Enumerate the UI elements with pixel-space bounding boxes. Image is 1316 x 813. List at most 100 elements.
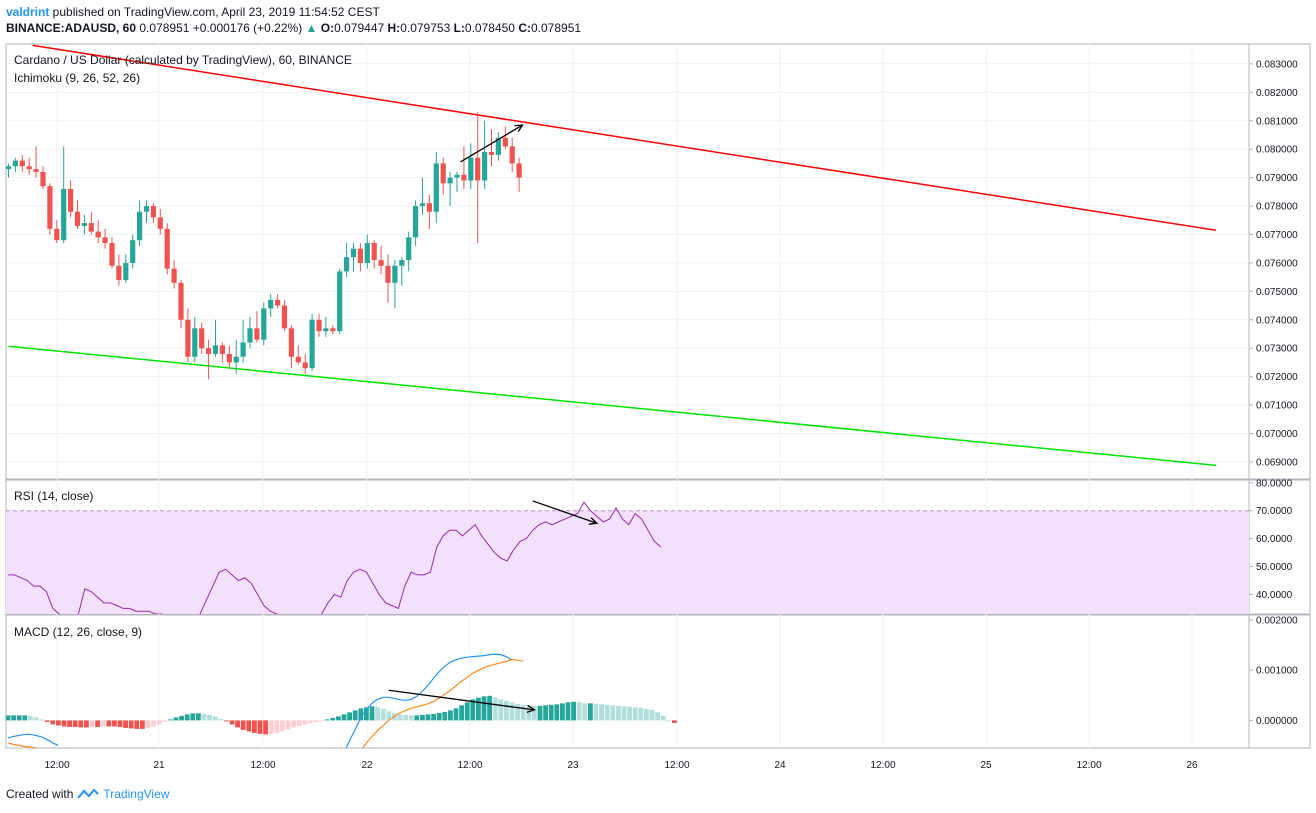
candle-body [488, 152, 495, 155]
candle [254, 311, 260, 343]
macd-pane[interactable] [6, 653, 677, 753]
candle-body [164, 228, 170, 269]
macd-histogram-bar [218, 718, 224, 721]
macd-tick-label: 0.001000 [1256, 666, 1298, 677]
candle-body [364, 243, 370, 263]
rsi-tick-label: 60.0000 [1256, 534, 1293, 545]
candle-body [516, 163, 522, 178]
macd-histogram-bar [621, 706, 627, 721]
candle-body [240, 342, 246, 357]
macd-histogram-bar [285, 720, 291, 730]
price-tick-label: 0.080000 [1256, 145, 1298, 156]
macd-histogram-bar [431, 713, 436, 721]
macd-divergence-arrow [388, 689, 536, 713]
tradingview-link[interactable]: TradingView [103, 787, 170, 801]
macd-histogram-bar [56, 720, 61, 726]
candle [88, 211, 94, 235]
candle [275, 294, 281, 309]
candle-body [309, 319, 315, 369]
macd-histogram-bar [336, 716, 341, 721]
candle-body [261, 308, 267, 340]
author-link[interactable]: valdrint [6, 5, 50, 19]
candle-body [68, 189, 74, 212]
candle-body [26, 166, 32, 170]
candle [447, 171, 453, 207]
price-tick-label: 0.081000 [1256, 116, 1298, 127]
candle [61, 146, 67, 244]
macd-histogram-bar [212, 716, 218, 721]
candle-body [385, 265, 391, 283]
price-tick-label: 0.071000 [1256, 401, 1298, 412]
candle-body [137, 211, 143, 241]
macd-histogram-bar [576, 702, 582, 721]
candle-body [323, 328, 329, 332]
macd-histogram-bar [106, 720, 112, 727]
candle-body [392, 265, 398, 283]
candle [337, 268, 343, 334]
candle-body [399, 260, 405, 266]
macd-histogram-bar [240, 720, 246, 730]
price-pane[interactable] [5, 44, 1217, 467]
candle [413, 200, 419, 246]
candle [482, 120, 488, 189]
macd-histogram-bar [408, 715, 414, 721]
candle [95, 220, 101, 244]
candle-body [81, 223, 87, 226]
x-tick-label: 12:00 [870, 760, 895, 771]
macd-histogram-bar [196, 713, 201, 721]
candle-body [468, 157, 474, 181]
candle-body [212, 345, 219, 354]
candle-body [502, 137, 508, 147]
macd-histogram-bar [95, 720, 100, 727]
macd-histogram-bar [548, 704, 554, 721]
candle [206, 339, 212, 380]
macd-histogram-bar [655, 712, 660, 721]
candle [399, 257, 405, 286]
macd-histogram-bar [201, 713, 207, 721]
macd-histogram-bar [308, 720, 313, 723]
macd-histogram-bar [436, 712, 442, 721]
candle-body [74, 211, 81, 226]
axes: 12:00 21 12:00 22 12:00 23 12:00 24 12:00 25 12:00… [44, 59, 1298, 771]
candle-body [157, 217, 163, 229]
price-tick-label: 0.079000 [1256, 173, 1298, 184]
candle [488, 129, 495, 167]
x-tick-label: 25 [980, 760, 992, 771]
footer: Created with TradingView [6, 787, 169, 801]
macd-histogram-bar [380, 708, 386, 721]
candle [309, 314, 315, 371]
candle-body [102, 237, 108, 244]
x-tick-label: 24 [774, 760, 786, 771]
macd-histogram-bar [520, 704, 526, 721]
macd-histogram-bar [313, 720, 319, 722]
x-tick-label: 12:00 [250, 760, 275, 771]
candle-body [419, 203, 426, 207]
rsi-pane[interactable] [6, 500, 1249, 625]
high-value: 0.079753 [400, 21, 451, 35]
macd-histogram-bar [582, 703, 588, 721]
macd-histogram-bar [145, 720, 151, 728]
candle [364, 234, 370, 269]
candle [288, 325, 294, 369]
macd-histogram-bar [330, 717, 336, 721]
candle-body [143, 206, 150, 212]
candle [192, 316, 198, 363]
low-label: L: [453, 21, 465, 35]
candle-body [150, 206, 156, 218]
candle-body [19, 160, 25, 167]
candle-body [171, 268, 177, 283]
main-legend: Cardano / US Dollar (calculated by Tradi… [14, 53, 352, 67]
macd-histogram-bar [476, 697, 481, 721]
macd-histogram-bar [207, 714, 212, 721]
price-tick-label: 0.075000 [1256, 287, 1298, 298]
candle [150, 203, 156, 224]
arrow-head [588, 517, 599, 525]
macd-histogram-bar [84, 720, 89, 728]
candle [316, 314, 322, 337]
low-value: 0.078450 [464, 21, 515, 35]
support-trendline [8, 345, 1217, 467]
macd-histogram-bar [565, 702, 571, 721]
candle [240, 319, 246, 363]
candle-body [254, 328, 260, 340]
